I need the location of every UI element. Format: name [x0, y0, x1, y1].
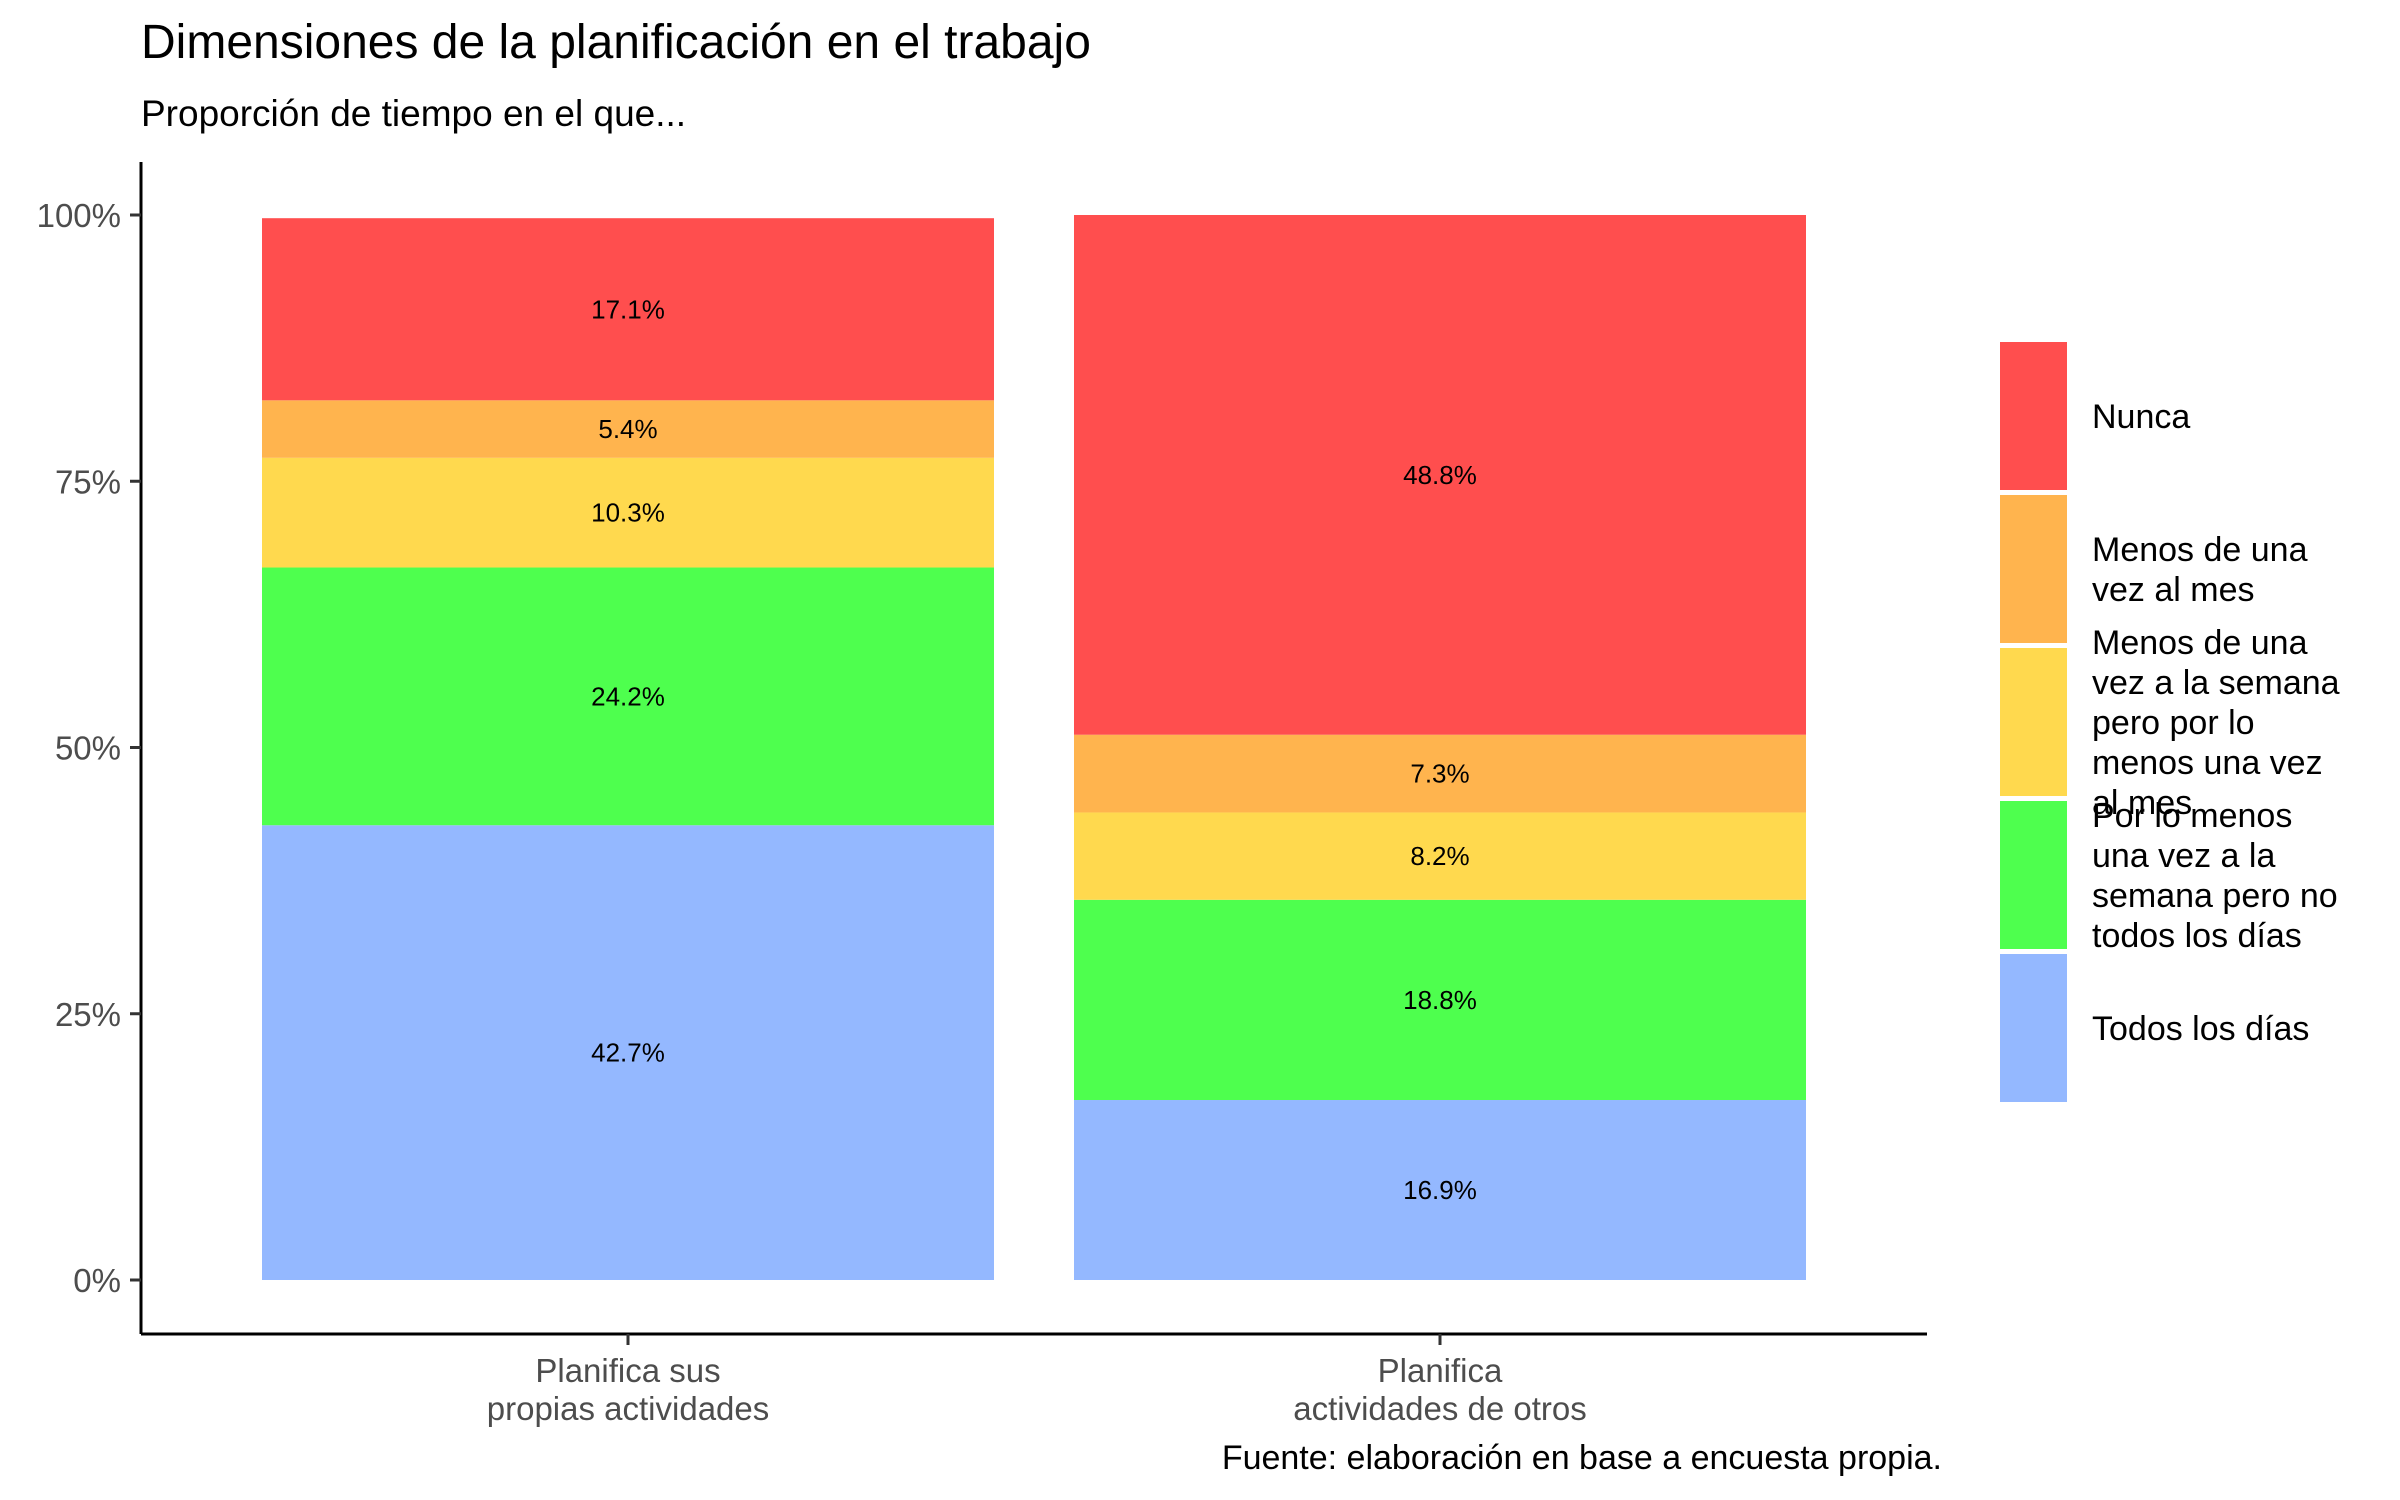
- legend-label: vez al mes: [2092, 571, 2255, 609]
- bar-segment: [262, 400, 994, 458]
- legend-label: menos una vez: [2092, 744, 2323, 782]
- data-label: 5.4%: [598, 414, 657, 444]
- data-label: 8.2%: [1410, 841, 1469, 871]
- y-tick-label: 100%: [37, 197, 121, 234]
- y-tick-label: 75%: [55, 463, 121, 500]
- x-tick-label: actividades de otros: [1293, 1390, 1587, 1427]
- bars-layer: 42.7% 24.2% 10.3% 5.4% 17.1% 16.9% 18.8% 8.2% 7.…: [262, 215, 1806, 1280]
- legend-key: [2000, 342, 2067, 490]
- legend-key: [2000, 648, 2067, 796]
- bar-segment: [262, 457, 994, 568]
- bar-segment: [1074, 215, 1806, 735]
- legend-key: [2000, 954, 2067, 1102]
- y-tick-label: 25%: [55, 996, 121, 1033]
- bar-segment: [1074, 899, 1806, 1101]
- data-label: 24.2%: [591, 681, 665, 711]
- bar-segment: [262, 567, 994, 826]
- legend-label: vez a la semana: [2092, 664, 2340, 702]
- legend-label: semana pero no: [2092, 877, 2338, 915]
- data-label: 16.9%: [1403, 1175, 1477, 1205]
- x-tick-label: Planifica: [1378, 1352, 1503, 1389]
- x-tick-label: propias actividades: [487, 1390, 770, 1427]
- legend-label: Por lo menos: [2092, 797, 2292, 835]
- bar-segment: [1074, 734, 1806, 813]
- y-tick-label: 0%: [73, 1262, 121, 1299]
- data-label: 10.3%: [591, 498, 665, 528]
- bar-segment: [1074, 812, 1806, 900]
- legend-label: al mes: [2092, 784, 2192, 822]
- chart-subtitle: Proporción de tiempo en el que...: [141, 93, 687, 134]
- data-label: 42.7%: [591, 1038, 665, 1068]
- chart-title: Dimensiones de la planificación en el tr…: [141, 16, 1091, 69]
- data-label: 18.8%: [1403, 985, 1477, 1015]
- legend-label: Menos de una: [2092, 624, 2308, 662]
- legend-label: pero por lo: [2092, 704, 2255, 742]
- data-label: 7.3%: [1410, 759, 1469, 789]
- x-tick-label: Planifica sus: [535, 1352, 720, 1389]
- legend-label: todos los días: [2092, 917, 2302, 955]
- legend-label: una vez a la: [2092, 837, 2275, 875]
- bar-segment: [262, 825, 994, 1280]
- legend-label: Todos los días: [2092, 1010, 2309, 1048]
- legend-label: Menos de una: [2092, 531, 2308, 569]
- bar-segment: [262, 218, 994, 401]
- data-label: 17.1%: [591, 294, 665, 324]
- legend-key: [2000, 495, 2067, 643]
- legend-label: Nunca: [2092, 398, 2190, 436]
- legend-key: [2000, 801, 2067, 949]
- y-tick-label: 50%: [55, 730, 121, 767]
- chart-caption: Fuente: elaboración en base a encuesta p…: [1221, 1439, 1942, 1477]
- bar-segment: [1074, 1100, 1806, 1280]
- data-label: 48.8%: [1403, 460, 1477, 490]
